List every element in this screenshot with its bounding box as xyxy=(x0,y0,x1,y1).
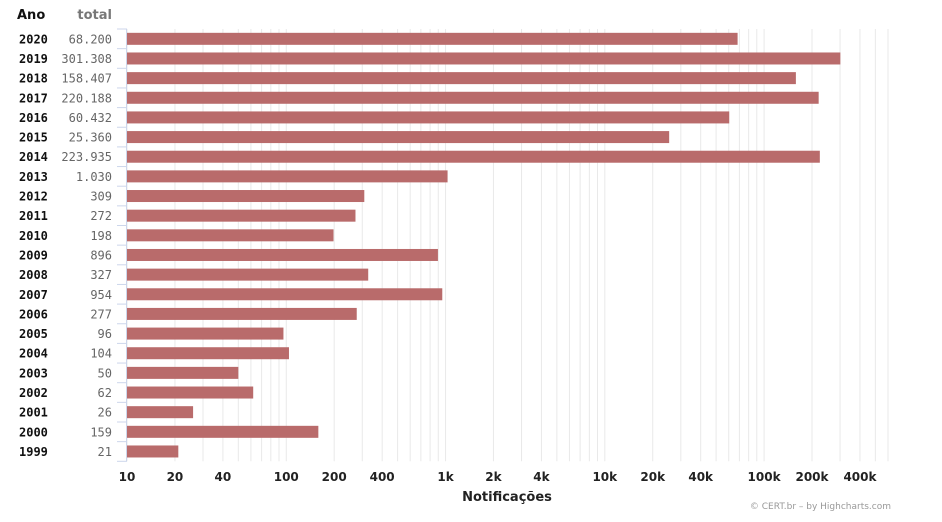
total-label: 159 xyxy=(90,425,112,439)
year-label: 2018 xyxy=(19,72,48,86)
total-label: 277 xyxy=(90,307,112,321)
bar-2009[interactable] xyxy=(127,248,438,261)
x-tick-label: 1k xyxy=(437,470,454,484)
total-label: 62 xyxy=(98,386,112,400)
bar-2008[interactable] xyxy=(127,268,369,281)
column-header-year: Ano xyxy=(17,8,45,23)
year-label: 2005 xyxy=(19,327,48,341)
bar-2006[interactable] xyxy=(127,307,357,320)
bar-2019[interactable] xyxy=(127,52,841,65)
bar-2018[interactable] xyxy=(127,72,796,85)
year-label: 2010 xyxy=(19,229,48,243)
year-label: 2016 xyxy=(19,111,48,125)
total-label: 1.030 xyxy=(76,170,112,184)
total-label: 104 xyxy=(90,347,112,361)
x-tick-label: 200k xyxy=(795,470,829,484)
x-tick-label: 40k xyxy=(688,470,714,484)
year-label: 2014 xyxy=(19,150,48,164)
total-label: 21 xyxy=(98,445,112,459)
bar-2000[interactable] xyxy=(127,425,319,438)
total-label: 50 xyxy=(98,366,112,380)
x-tick-label: 10k xyxy=(592,470,618,484)
total-label: 223.935 xyxy=(61,150,112,164)
bar-2010[interactable] xyxy=(127,229,334,242)
x-tick-label: 100 xyxy=(274,470,299,484)
bar-2002[interactable] xyxy=(127,386,254,399)
year-label: 2013 xyxy=(19,170,48,184)
bar-series xyxy=(127,32,841,458)
year-label: 2015 xyxy=(19,131,48,145)
year-label: 2008 xyxy=(19,268,48,282)
bar-2001[interactable] xyxy=(127,406,194,419)
total-label: 198 xyxy=(90,229,112,243)
x-tick-label: 2k xyxy=(485,470,502,484)
year-label: 2000 xyxy=(19,425,48,439)
bar-2003[interactable] xyxy=(127,366,239,379)
year-label: 2012 xyxy=(19,190,48,204)
credits-link[interactable]: © CERT.br – by Highcharts.com xyxy=(750,502,891,512)
year-label: 2009 xyxy=(19,248,48,262)
x-tick-label: 40 xyxy=(215,470,232,484)
bar-2020[interactable] xyxy=(127,32,738,45)
x-tick-label: 10 xyxy=(119,470,136,484)
bar-2016[interactable] xyxy=(127,111,730,124)
year-label: 2001 xyxy=(19,406,48,420)
total-label: 60.432 xyxy=(69,111,112,125)
column-header-total: total xyxy=(77,8,112,23)
x-tick-label: 20k xyxy=(640,470,666,484)
total-label: 220.188 xyxy=(61,91,112,105)
bar-2014[interactable] xyxy=(127,150,820,163)
year-label: 2019 xyxy=(19,52,48,66)
year-label: 2003 xyxy=(19,366,48,380)
x-tick-label: 20 xyxy=(167,470,184,484)
year-label: 2004 xyxy=(19,347,48,361)
bar-2012[interactable] xyxy=(127,190,365,203)
bar-2007[interactable] xyxy=(127,288,443,301)
bar-2017[interactable] xyxy=(127,91,819,104)
x-tick-label: 100k xyxy=(748,470,782,484)
total-label: 158.407 xyxy=(61,72,112,86)
year-label: 1999 xyxy=(19,445,48,459)
total-label: 954 xyxy=(90,288,112,302)
total-label: 26 xyxy=(98,406,112,420)
x-axis-title: Notificações xyxy=(462,490,552,505)
bar-2004[interactable] xyxy=(127,347,289,360)
x-tick-label: 400 xyxy=(370,470,395,484)
x-tick-label: 200 xyxy=(322,470,347,484)
x-tick-label: 4k xyxy=(533,470,550,484)
year-label: 2020 xyxy=(19,32,48,46)
row-labels: 2020 68.200 2019 301.308 2018 158.407 2017 220.… xyxy=(19,32,112,459)
total-label: 327 xyxy=(90,268,112,282)
year-label: 2011 xyxy=(19,209,48,223)
year-label: 2006 xyxy=(19,307,48,321)
total-label: 272 xyxy=(90,209,112,223)
bar-2005[interactable] xyxy=(127,327,284,340)
bar-2011[interactable] xyxy=(127,209,356,222)
total-label: 309 xyxy=(90,190,112,204)
total-label: 301.308 xyxy=(61,52,112,66)
year-label: 2007 xyxy=(19,288,48,302)
bar-1999[interactable] xyxy=(127,445,179,458)
total-label: 25.360 xyxy=(69,131,112,145)
year-label: 2002 xyxy=(19,386,48,400)
bar-2015[interactable] xyxy=(127,131,670,144)
total-label: 68.200 xyxy=(69,32,112,46)
year-label: 2017 xyxy=(19,91,48,105)
total-label: 896 xyxy=(90,248,112,262)
bar-2013[interactable] xyxy=(127,170,448,183)
x-axis-ticks: 10 20 40 100 200 400 1k 2k 4k 10k 20k 40k 100k 200k 40… xyxy=(119,470,878,484)
x-tick-label: 400k xyxy=(843,470,877,484)
total-label: 96 xyxy=(98,327,112,341)
